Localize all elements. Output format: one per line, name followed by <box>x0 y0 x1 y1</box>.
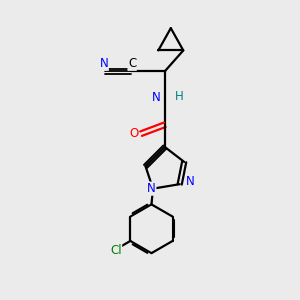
Text: N: N <box>147 182 156 195</box>
Text: C: C <box>128 57 136 70</box>
Text: N: N <box>100 57 108 70</box>
Text: N: N <box>152 92 161 104</box>
Text: H: H <box>175 90 184 103</box>
Text: N: N <box>186 175 194 188</box>
Text: O: O <box>129 127 138 140</box>
Text: Cl: Cl <box>110 244 122 257</box>
